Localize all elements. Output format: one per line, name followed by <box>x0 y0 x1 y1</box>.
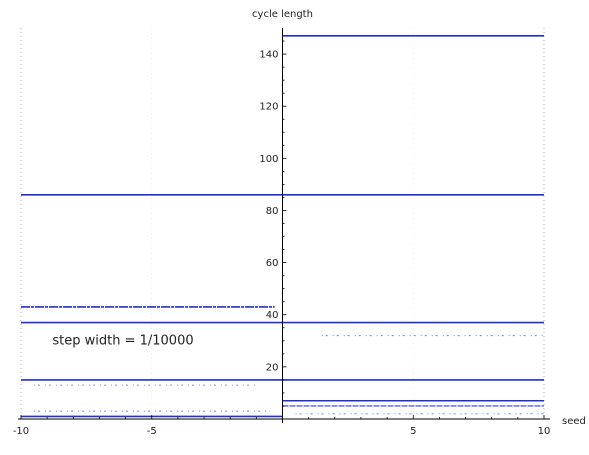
step-width-annotation: step width = 1/10000 <box>52 334 193 349</box>
y-tick-label-100: 100 <box>259 154 278 165</box>
y-tick-label-20: 20 <box>266 362 279 373</box>
y-axis-title: cycle length <box>252 9 313 20</box>
x-tick-label--10: -10 <box>13 426 29 437</box>
y-tick-label-120: 120 <box>259 102 278 113</box>
y-tick-label-140: 140 <box>259 50 278 61</box>
axes-layer: 20 40 60 80 100 120 140 -10 -5 5 10 <box>13 28 551 437</box>
x-axis-title: seed <box>562 416 586 427</box>
labels-layer: cycle length seed step width = 1/10000 <box>52 9 585 427</box>
grid-layer <box>20 28 545 419</box>
y-tick-label-60: 60 <box>266 258 279 269</box>
y-tick-label-80: 80 <box>266 206 279 217</box>
x-tick-label-10: 10 <box>538 426 551 437</box>
y-tick-label-40: 40 <box>266 310 279 321</box>
x-tick-label-5: 5 <box>410 426 416 437</box>
x-tick-label--5: -5 <box>147 426 157 437</box>
